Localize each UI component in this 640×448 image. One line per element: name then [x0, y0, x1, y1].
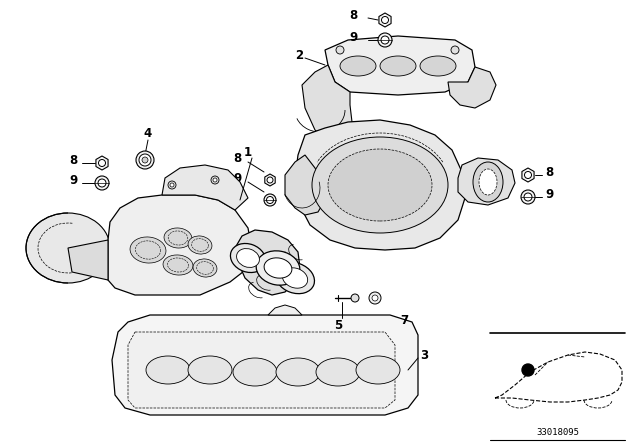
Polygon shape	[448, 67, 496, 108]
Circle shape	[264, 194, 276, 206]
Polygon shape	[522, 168, 534, 182]
Ellipse shape	[233, 358, 277, 386]
Ellipse shape	[230, 243, 266, 272]
Text: 6: 6	[250, 246, 258, 258]
Text: 2: 2	[295, 48, 303, 61]
Circle shape	[381, 36, 389, 44]
Text: 8: 8	[70, 154, 78, 167]
Ellipse shape	[130, 237, 166, 263]
Polygon shape	[128, 332, 395, 408]
Circle shape	[211, 176, 219, 184]
Circle shape	[267, 177, 273, 183]
Ellipse shape	[26, 213, 110, 283]
Ellipse shape	[316, 358, 360, 386]
Polygon shape	[265, 174, 275, 186]
Text: 8: 8	[234, 151, 242, 164]
Circle shape	[99, 159, 106, 167]
Ellipse shape	[193, 259, 217, 277]
Text: 1: 1	[244, 146, 252, 159]
Circle shape	[139, 154, 151, 166]
Circle shape	[378, 33, 392, 47]
Circle shape	[451, 46, 459, 54]
Ellipse shape	[237, 249, 259, 267]
Ellipse shape	[356, 356, 400, 384]
Ellipse shape	[188, 356, 232, 384]
Ellipse shape	[146, 356, 190, 384]
Circle shape	[372, 295, 378, 301]
Ellipse shape	[256, 251, 300, 285]
Circle shape	[266, 197, 273, 203]
Text: 3: 3	[420, 349, 428, 362]
Circle shape	[168, 181, 176, 189]
Polygon shape	[379, 13, 391, 27]
Ellipse shape	[276, 358, 320, 386]
Ellipse shape	[328, 149, 432, 221]
Text: 33018095: 33018095	[536, 427, 579, 436]
Polygon shape	[235, 230, 300, 295]
Circle shape	[525, 172, 531, 178]
Polygon shape	[302, 65, 352, 142]
Circle shape	[336, 46, 344, 54]
Ellipse shape	[340, 56, 376, 76]
Text: 9: 9	[545, 188, 553, 201]
Text: 9: 9	[70, 173, 78, 186]
Text: 9: 9	[234, 172, 242, 185]
Circle shape	[98, 179, 106, 187]
Circle shape	[381, 17, 388, 23]
Polygon shape	[268, 305, 302, 315]
Polygon shape	[325, 36, 475, 95]
Circle shape	[213, 178, 217, 182]
Ellipse shape	[282, 268, 308, 288]
Ellipse shape	[380, 56, 416, 76]
Text: 5: 5	[334, 319, 342, 332]
Circle shape	[142, 157, 148, 163]
Ellipse shape	[163, 255, 193, 275]
Text: 8: 8	[349, 9, 358, 22]
Circle shape	[524, 193, 532, 201]
Ellipse shape	[420, 56, 456, 76]
Text: 9: 9	[349, 30, 358, 43]
Circle shape	[522, 364, 534, 376]
Text: 7: 7	[400, 314, 408, 327]
Circle shape	[351, 294, 359, 302]
Ellipse shape	[275, 263, 314, 294]
Ellipse shape	[264, 258, 292, 278]
Circle shape	[136, 151, 154, 169]
Circle shape	[95, 176, 109, 190]
Polygon shape	[162, 165, 248, 210]
Ellipse shape	[473, 162, 503, 202]
Text: 8: 8	[545, 165, 553, 178]
Polygon shape	[295, 120, 465, 250]
Circle shape	[369, 292, 381, 304]
Polygon shape	[108, 195, 252, 295]
Text: 4: 4	[144, 126, 152, 139]
Polygon shape	[458, 158, 515, 205]
Ellipse shape	[479, 169, 497, 195]
Polygon shape	[285, 155, 325, 215]
Polygon shape	[112, 315, 418, 415]
Polygon shape	[68, 240, 108, 280]
Circle shape	[521, 190, 535, 204]
Polygon shape	[96, 156, 108, 170]
Ellipse shape	[188, 236, 212, 254]
Circle shape	[170, 183, 174, 187]
Ellipse shape	[164, 228, 192, 248]
Ellipse shape	[312, 137, 448, 233]
